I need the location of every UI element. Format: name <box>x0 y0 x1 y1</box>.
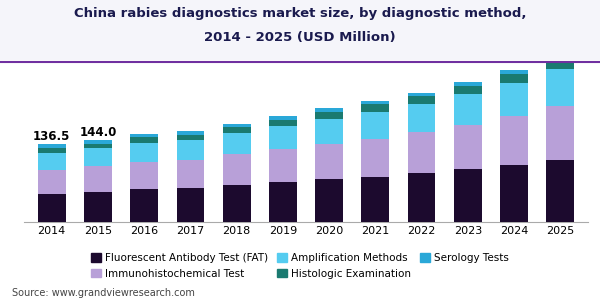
Bar <box>500 70 528 74</box>
Bar <box>130 142 158 162</box>
Bar <box>315 108 343 112</box>
Bar <box>176 188 204 222</box>
Bar <box>130 189 158 222</box>
Bar <box>454 82 482 86</box>
Bar <box>223 154 251 185</box>
Bar <box>315 118 343 144</box>
Bar <box>269 182 297 222</box>
Bar <box>408 92 436 96</box>
Bar <box>223 127 251 133</box>
Bar <box>269 126 297 149</box>
Bar <box>547 106 574 160</box>
Bar <box>176 140 204 160</box>
Bar <box>361 101 389 104</box>
Bar <box>500 165 528 222</box>
Bar <box>130 137 158 142</box>
Bar <box>454 94 482 125</box>
Bar <box>176 160 204 188</box>
Text: 2014 - 2025 (USD Million): 2014 - 2025 (USD Million) <box>204 32 396 44</box>
Bar <box>84 140 112 144</box>
Legend: Fluorescent Antibody Test (FAT), Immunohistochemical Test, Amplification Methods: Fluorescent Antibody Test (FAT), Immunoh… <box>86 249 514 283</box>
Bar <box>38 148 65 153</box>
Bar <box>500 83 528 116</box>
Bar <box>84 192 112 222</box>
Text: 136.5: 136.5 <box>33 130 70 143</box>
Text: China rabies diagnostics market size, by diagnostic method,: China rabies diagnostics market size, by… <box>74 8 526 20</box>
Bar <box>269 149 297 182</box>
Bar <box>176 131 204 134</box>
Bar <box>500 116 528 165</box>
Bar <box>38 170 65 194</box>
Bar <box>130 162 158 189</box>
Bar <box>176 134 204 140</box>
Bar <box>223 124 251 127</box>
Bar <box>38 194 65 222</box>
Bar <box>408 104 436 132</box>
Text: 144.0: 144.0 <box>79 126 116 139</box>
Bar <box>361 139 389 177</box>
Bar <box>38 145 65 148</box>
Bar <box>361 177 389 222</box>
Text: Source: www.grandviewresearch.com: Source: www.grandviewresearch.com <box>12 289 195 298</box>
Bar <box>454 169 482 222</box>
Bar <box>408 96 436 104</box>
Bar <box>38 153 65 170</box>
Bar <box>84 144 112 148</box>
Bar <box>547 69 574 106</box>
Bar <box>315 179 343 222</box>
Bar <box>223 133 251 154</box>
Bar <box>500 74 528 83</box>
Bar <box>361 112 389 139</box>
Bar <box>223 185 251 222</box>
Bar <box>84 148 112 166</box>
Bar <box>269 116 297 120</box>
Bar <box>547 55 574 59</box>
Bar <box>269 120 297 126</box>
Bar <box>454 86 482 94</box>
Bar <box>315 144 343 179</box>
Bar <box>408 173 436 222</box>
Bar <box>408 132 436 173</box>
Bar <box>84 166 112 192</box>
Bar <box>130 134 158 137</box>
Bar <box>454 125 482 169</box>
Bar <box>547 59 574 69</box>
Bar <box>315 112 343 119</box>
Bar <box>547 160 574 222</box>
Bar <box>361 104 389 112</box>
